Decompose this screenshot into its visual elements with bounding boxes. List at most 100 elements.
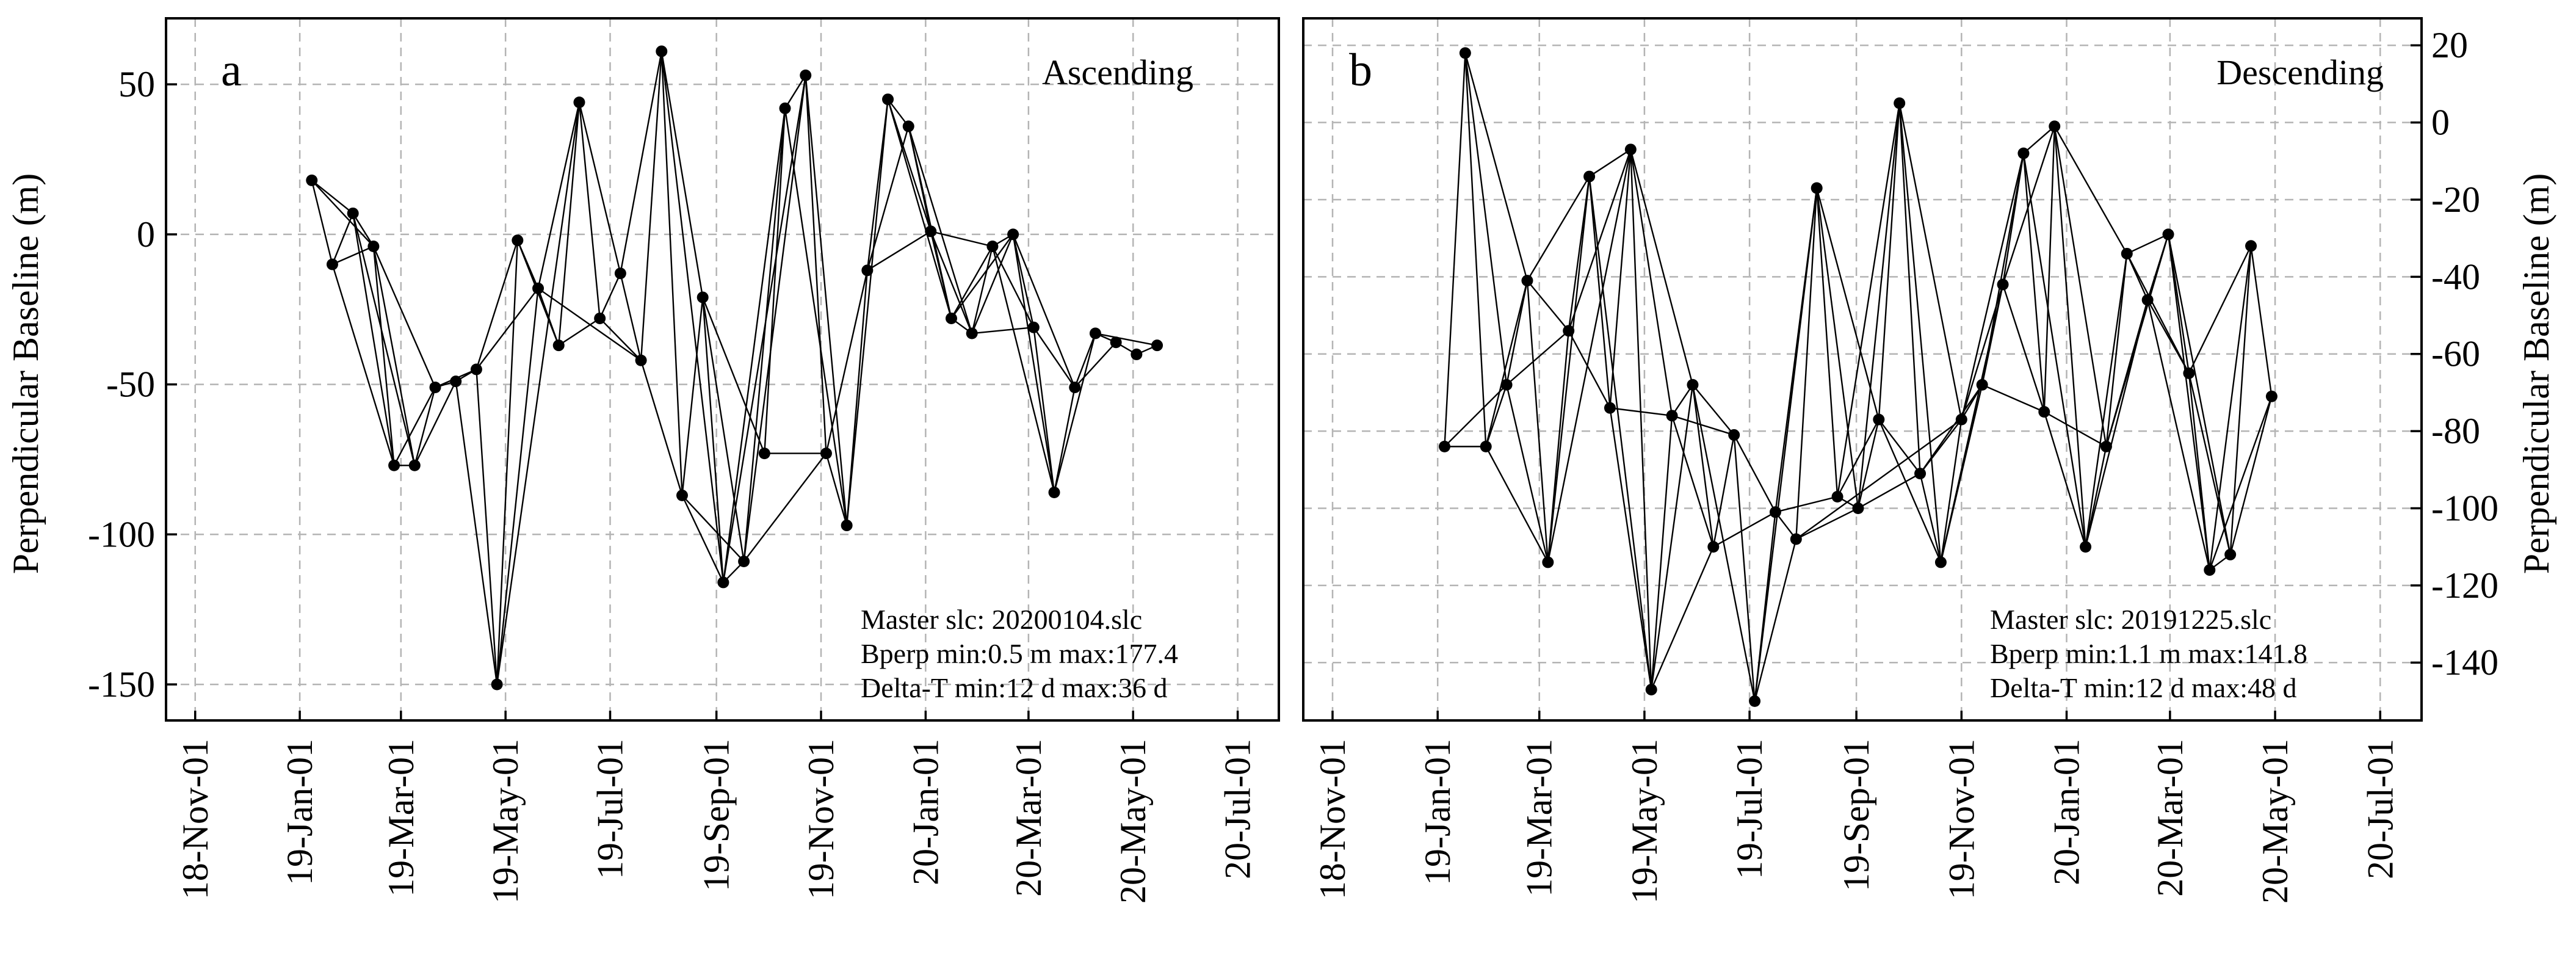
panel-a-acquisition-point xyxy=(1110,336,1122,349)
panel-b-interferogram-pair xyxy=(1858,473,1921,509)
panel-b-interferogram-pair xyxy=(1609,408,1652,690)
panel-a-interferogram-pair xyxy=(805,75,848,526)
panel-b-acquisition-point xyxy=(1521,275,1533,287)
panel-a-interferogram-pair xyxy=(743,452,827,562)
panel-a-interferogram-pair xyxy=(1095,332,1157,346)
panel-a-interferogram-pair xyxy=(331,264,395,466)
panel-a-interferogram-pair xyxy=(558,102,581,346)
panel-a-interferogram-pair xyxy=(930,231,952,319)
panel-a-x-tick-label: 20-Jan-01 xyxy=(905,739,946,885)
panel-a-interferogram-pair xyxy=(784,108,848,526)
panel-b-interferogram-pair xyxy=(1651,546,1714,690)
panel-a-info-box: Master slc: 20200104.slc Bperp min:0.5 m… xyxy=(861,604,1178,703)
panel-b-acquisition-point xyxy=(1873,413,1885,426)
panel-b-interferogram-pair xyxy=(1795,419,1963,540)
panel-a-acquisition-point xyxy=(925,225,937,238)
panel-b-acquisition-point xyxy=(1934,556,1947,568)
panel-a-grid xyxy=(166,18,1279,720)
panel-a-letter: a xyxy=(221,45,242,96)
panel-a-interferogram-pair xyxy=(476,369,498,685)
panel-b-interferogram-pair xyxy=(1815,187,1839,497)
panel-a-interferogram-pair xyxy=(722,108,786,583)
panel-b-interferogram-pair xyxy=(1733,434,1776,513)
panel-b-bperp-range: Bperp min:1.1 m max:141.8 xyxy=(1990,638,2307,669)
panel-a-interferogram-pair xyxy=(950,234,1014,319)
panel-b-acquisition-point xyxy=(2224,548,2237,560)
panel-a-frame xyxy=(165,17,1280,722)
panel-b-interferogram-pair xyxy=(1609,149,1632,408)
panel-b-title: Descending xyxy=(2216,53,2384,92)
panel-b-interferogram-pair xyxy=(2188,373,2210,570)
panel-a-interferogram-pair xyxy=(702,297,745,562)
panel-a-interferogram-pair xyxy=(743,108,786,562)
panel-b-interferogram-pair xyxy=(1775,496,1838,513)
panel-a-interferogram-pair xyxy=(991,245,1035,328)
panel-b-interferogram-pair xyxy=(1526,176,1590,281)
panel-b-acquisition-point xyxy=(1769,506,1781,518)
panel-b-acquisition-point xyxy=(1955,413,1967,426)
panel-b-interferogram-pair xyxy=(1568,330,1611,408)
panel-a-acquisition-point xyxy=(758,448,770,460)
panel-a-acquisition-point xyxy=(429,381,441,393)
panel-b-acquisition-point xyxy=(1687,379,1699,391)
panel-a-interferogram-pair xyxy=(1012,234,1055,493)
panel-b-interferogram-pair xyxy=(1651,385,1694,690)
panel-a-acquisition-point xyxy=(347,207,359,219)
panel-a-acquisition-point xyxy=(450,375,462,388)
panel-b-acquisition-point xyxy=(2100,440,2112,452)
panel-b-acquisition-point xyxy=(1894,97,1906,109)
panel-a-interferogram-pair xyxy=(930,231,973,334)
panel-b-interferogram-pair xyxy=(1898,103,1921,474)
panel-a-interferogram-pair xyxy=(1012,234,1035,328)
panel-a-acquisition-point xyxy=(841,520,853,532)
panel-a-acquisition-point xyxy=(986,241,999,253)
panel-a-interferogram-pair xyxy=(660,51,725,583)
panel-a-acquisition-point xyxy=(1007,228,1019,241)
panel-b-interferogram-pair xyxy=(2188,245,2252,374)
panel-b-interferogram-pair xyxy=(1506,330,1569,386)
panel-a-x-tick-label: 19-Sep-01 xyxy=(696,739,737,891)
panel-b-interferogram-pair xyxy=(1919,473,1942,563)
panel-a-master-slc: Master slc: 20200104.slc xyxy=(861,604,1142,635)
panel-b-interferogram-pair xyxy=(2229,245,2252,555)
panel-b-interferogram-pair xyxy=(2053,126,2086,547)
panel-a-interferogram-pair xyxy=(681,495,724,583)
panel-b-letter: b xyxy=(1349,45,1372,96)
panel-a-interferogram-pair xyxy=(1053,333,1096,493)
panel-b-x-tick-label: 20-May-01 xyxy=(2255,739,2295,904)
panel-b-master-slc: Master slc: 20191225.slc xyxy=(1990,604,2271,635)
panel-a-interferogram-pair xyxy=(764,108,786,454)
panel-b-interferogram-pair xyxy=(1505,385,1549,563)
panel-b-interferogram-pair xyxy=(1464,53,1508,385)
panel-a-interferogram-pair xyxy=(1074,333,1096,388)
panel-b-interferogram-pair xyxy=(2167,234,2231,555)
panel-b-interferogram-pair xyxy=(1485,446,1549,563)
panel-b-interferogram-pair xyxy=(1691,385,1715,547)
panel-b-y-tick-label: -100 xyxy=(2431,488,2498,528)
panel-b-interferogram-pair xyxy=(2043,126,2055,412)
panel-b-interferogram-pair xyxy=(1795,187,1818,540)
panel-b-frame xyxy=(1302,17,2423,722)
panel-a-acquisition-point xyxy=(326,258,338,270)
panel-a-interferogram-pair xyxy=(908,126,973,334)
panel-b-interferogram-pair xyxy=(1692,384,1735,436)
panel-a-x-tick-label: 20-Jul-01 xyxy=(1218,739,1258,879)
panel-b-interferogram-pair xyxy=(2002,153,2025,285)
panel-b-acquisition-point xyxy=(1438,440,1450,452)
panel-b-x-tick-label: 19-Nov-01 xyxy=(1941,739,1981,899)
panel-b-y-tick-label: -20 xyxy=(2431,180,2480,220)
panel-a-interferogram-pair xyxy=(1033,327,1055,493)
panel-a-interferogram-pair xyxy=(950,245,993,319)
panel-b-acquisition-point xyxy=(2017,147,2030,159)
panel-b-x-tick-label: 20-Jan-01 xyxy=(2047,739,2087,885)
panel-a-interferogram-pair xyxy=(311,180,374,247)
panel-a-interferogram-pair xyxy=(866,126,910,271)
panel-b-acquisition-point xyxy=(1728,429,1740,441)
panel-b-y-tick-label: 20 xyxy=(2431,25,2468,65)
panel-a-interferogram-pair xyxy=(352,213,395,466)
panel-b-x-tick-label: 19-Mar-01 xyxy=(1519,739,1560,897)
panel-b-interferogram-pair xyxy=(1505,280,1529,385)
panel-a-acquisition-point xyxy=(408,459,421,471)
panel-b-x-tick-label: 20-Mar-01 xyxy=(2150,739,2190,897)
panel-b-interferogram-pair xyxy=(1775,187,1818,512)
